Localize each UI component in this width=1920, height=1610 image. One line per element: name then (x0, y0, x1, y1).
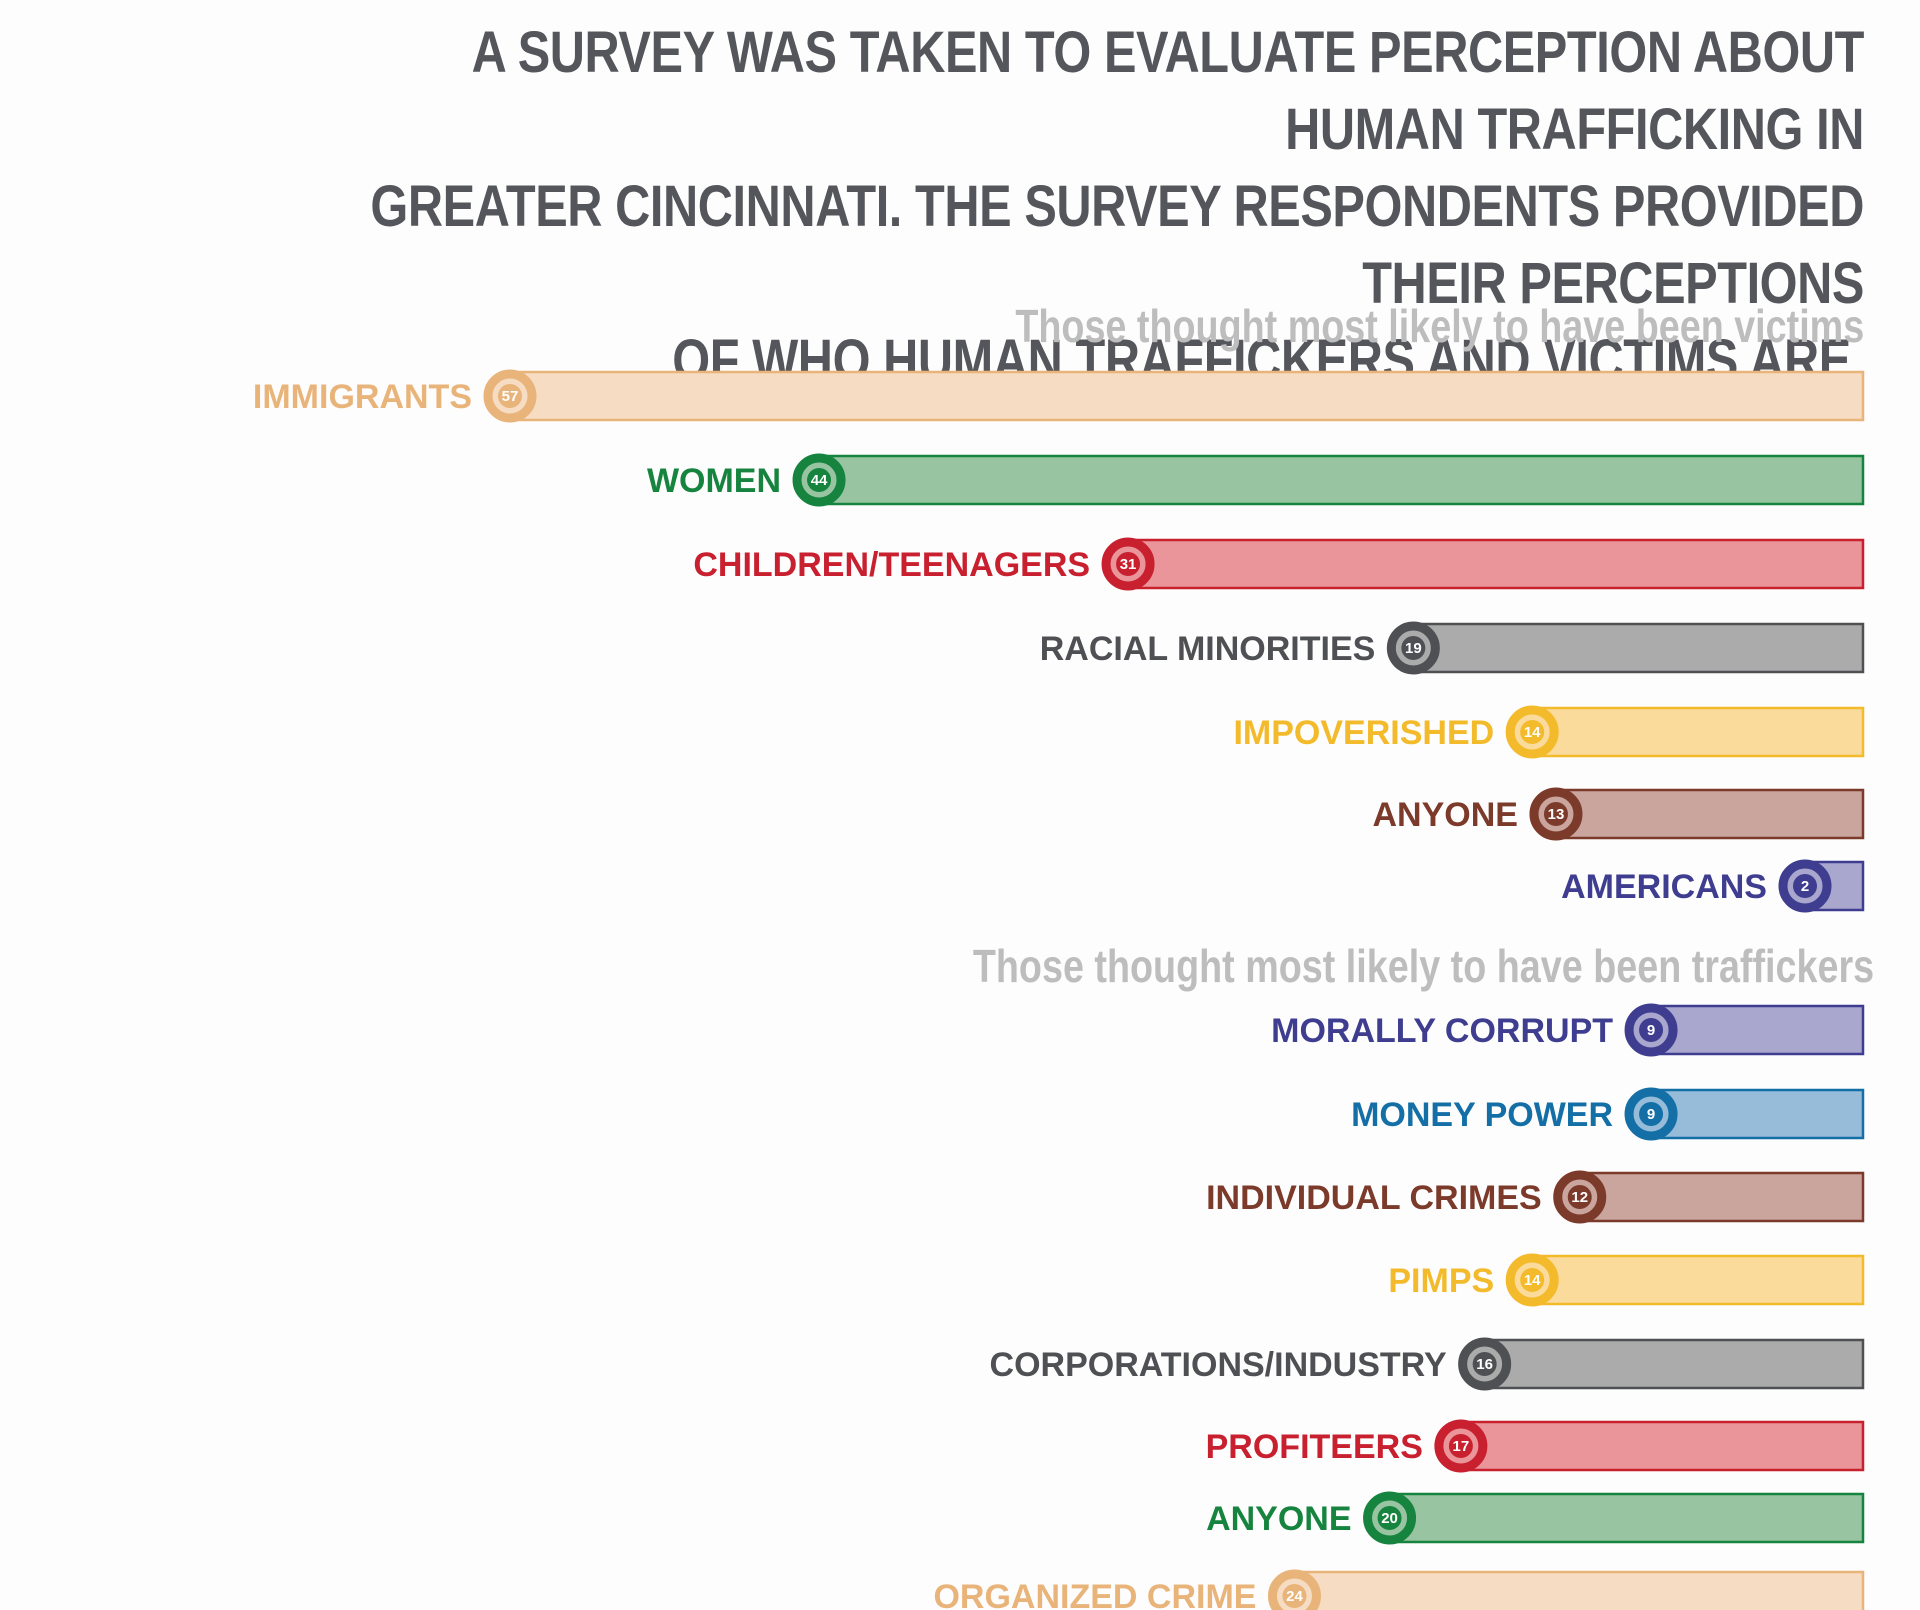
victims-value-bubble-center-immigrants (498, 384, 522, 408)
traffickers-category-label-corporations-industry: CORPORATIONS/INDUSTRY (990, 1346, 1447, 1384)
traffickers-value-label-anyone: 20 (1381, 1510, 1398, 1527)
traffickers-category-label-money-power: MONEY POWER (1351, 1096, 1613, 1134)
victims-value-bubble-center-impoverished (1520, 720, 1545, 744)
victims-category-label-women: WOMEN (647, 462, 781, 500)
traffickers-value-bubble-center-profiteers (1448, 1434, 1473, 1458)
traffickers-value-bubble-center-anyone (1377, 1506, 1402, 1530)
traffickers-value-bubble-center-morally-corrupt (1639, 1018, 1664, 1042)
traffickers-value-bubble-center-money-power (1639, 1102, 1664, 1126)
victims-value-bubble-center-anyone (1543, 802, 1568, 826)
victims-value-bubble-center-women (807, 468, 832, 492)
victims-value-bubble-center-racial-minorities (1401, 636, 1426, 660)
traffickers-value-bubble-center-pimps (1520, 1268, 1545, 1292)
traffickers-value-label-corporations-industry: 16 (1476, 1356, 1493, 1373)
victims-value-label-americans: 2 (1801, 878, 1809, 895)
victims-category-label-immigrants: IMMIGRANTS (253, 378, 472, 416)
traffickers-bar-money-power (1647, 1088, 1865, 1140)
traffickers-category-label-morally-corrupt: MORALLY CORRUPT (1271, 1012, 1613, 1050)
victims-value-label-women: 44 (811, 472, 828, 489)
victims-bar-racial-minorities (1410, 622, 1865, 674)
traffickers-bar-anyone (1386, 1492, 1865, 1544)
victims-category-label-americans: AMERICANS (1561, 868, 1767, 906)
traffickers-category-label-profiteers: PROFITEERS (1206, 1428, 1423, 1466)
traffickers-value-label-profiteers: 17 (1453, 1438, 1470, 1455)
traffickers-value-bubble-center-individual-crimes (1567, 1185, 1592, 1209)
headline-line-2: GREATER CINCINNATI. THE SURVEY RESPONDEN… (370, 174, 1864, 316)
victims-value-label-anyone: 13 (1548, 806, 1565, 823)
traffickers-chart-title: Those thought most likely to have been t… (972, 940, 1874, 992)
traffickers-category-label-organized-crime: ORGANIZED CRIME (933, 1578, 1256, 1610)
victims-category-label-impoverished: IMPOVERISHED (1233, 714, 1494, 752)
traffickers-value-label-organized-crime: 24 (1286, 1588, 1303, 1605)
traffickers-category-label-pimps: PIMPS (1388, 1262, 1494, 1300)
victims-bar-women (815, 454, 1865, 506)
traffickers-bar-individual-crimes (1576, 1171, 1865, 1223)
traffickers-value-label-individual-crimes: 12 (1571, 1189, 1588, 1206)
traffickers-bar-corporations-industry (1481, 1338, 1865, 1390)
victims-value-label-children-teenagers: 31 (1120, 556, 1137, 573)
traffickers-bar-profiteers (1457, 1420, 1865, 1472)
victims-bar-immigrants (506, 370, 1865, 422)
traffickers-value-label-money-power: 9 (1647, 1106, 1655, 1123)
traffickers-bar-organized-crime (1291, 1570, 1865, 1610)
traffickers-category-label-individual-crimes: INDIVIDUAL CRIMES (1206, 1179, 1542, 1217)
victims-bar-impoverished (1528, 706, 1865, 758)
traffickers-value-label-morally-corrupt: 9 (1647, 1022, 1655, 1039)
victims-category-label-children-teenagers: CHILDREN/TEENAGERS (693, 546, 1090, 584)
victims-value-label-racial-minorities: 19 (1405, 640, 1422, 657)
victims-category-label-anyone: ANYONE (1372, 796, 1517, 834)
traffickers-value-bubble-center-corporations-industry (1472, 1352, 1497, 1376)
victims-value-bubble-center-children-teenagers (1116, 552, 1141, 576)
victims-value-bubble-center-americans (1793, 874, 1817, 898)
traffickers-bar-morally-corrupt (1647, 1004, 1865, 1056)
headline-line-1: A SURVEY WAS TAKEN TO EVALUATE PERCEPTIO… (471, 20, 1865, 162)
victims-value-label-impoverished: 14 (1524, 724, 1541, 741)
victims-bar-children-teenagers (1124, 538, 1865, 590)
victims-chart-title: Those thought most likely to have been v… (1015, 300, 1864, 352)
traffickers-value-bubble-center-organized-crime (1282, 1584, 1307, 1608)
victims-category-label-racial-minorities: RACIAL MINORITIES (1040, 630, 1376, 668)
traffickers-category-label-anyone: ANYONE (1206, 1500, 1351, 1538)
traffickers-value-label-pimps: 14 (1524, 1272, 1541, 1289)
victims-bar-anyone (1552, 788, 1865, 840)
victims-value-label-immigrants: 57 (502, 388, 519, 405)
traffickers-bar-pimps (1528, 1254, 1865, 1306)
